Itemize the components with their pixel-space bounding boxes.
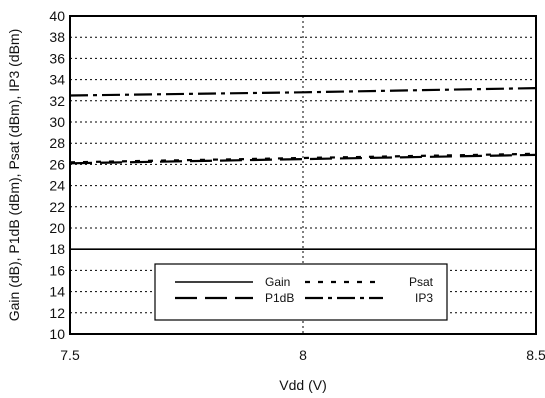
- x-axis-title: Vdd (V): [279, 377, 326, 393]
- y-tick-label: 34: [49, 72, 65, 88]
- y-tick-label: 32: [49, 93, 65, 109]
- y-tick-label: 14: [49, 284, 65, 300]
- y-axis-title: Gain (dB), P1dB (dBm), Psat (dBm), IP3 (…: [6, 29, 22, 322]
- x-tick-label: 8: [299, 347, 307, 363]
- y-tick-label: 38: [49, 29, 65, 45]
- series-line-p1db: [69, 153, 537, 165]
- y-tick-label: 28: [49, 135, 65, 151]
- y-tick-label: 40: [49, 8, 65, 24]
- y-tick-label: 18: [49, 241, 65, 257]
- series-layer: [69, 87, 537, 250]
- plot-frame: [69, 15, 537, 335]
- y-tick-label: 20: [49, 220, 65, 236]
- y-tick-label: 24: [49, 178, 65, 194]
- y-tick-label: 16: [49, 262, 65, 278]
- x-tick-label: 7.5: [60, 347, 80, 363]
- legend-label-p1db: P1dB: [265, 291, 294, 305]
- tick-labels: 10 12 14 16 18 20 22 24 26 28 30 32 34 36 38 40 7.5 8 8.5: [49, 8, 545, 363]
- legend-label-ip3: IP3: [415, 291, 433, 305]
- y-tick-label: 22: [49, 199, 65, 215]
- y-tick-label: 36: [49, 50, 65, 66]
- legend: Gain Psat P1dB IP3: [154, 263, 448, 321]
- legend-label-psat: Psat: [409, 275, 434, 289]
- legend-box: [154, 263, 448, 321]
- legend-label-gain: Gain: [265, 275, 290, 289]
- series-line-ip3: [69, 87, 537, 97]
- y-tick-label: 12: [49, 305, 65, 321]
- x-tick-label: 8.5: [526, 347, 545, 363]
- y-tick-label: 10: [49, 326, 65, 342]
- y-tick-label: 26: [49, 156, 65, 172]
- y-tick-label: 30: [49, 114, 65, 130]
